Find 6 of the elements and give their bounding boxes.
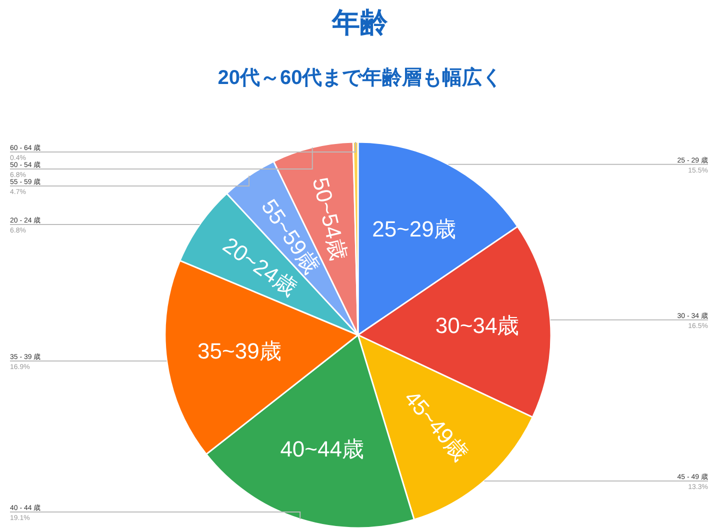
chart-title: 年齢 [331,7,388,38]
text: 30~34歳 [435,313,520,338]
text: 40~44歳 [280,436,364,462]
chart-subtitle: 20代～60代まで年齢層も幅広く [218,66,502,89]
text: 25~29歳 [372,216,456,242]
text: 35~39歳 [198,338,282,364]
